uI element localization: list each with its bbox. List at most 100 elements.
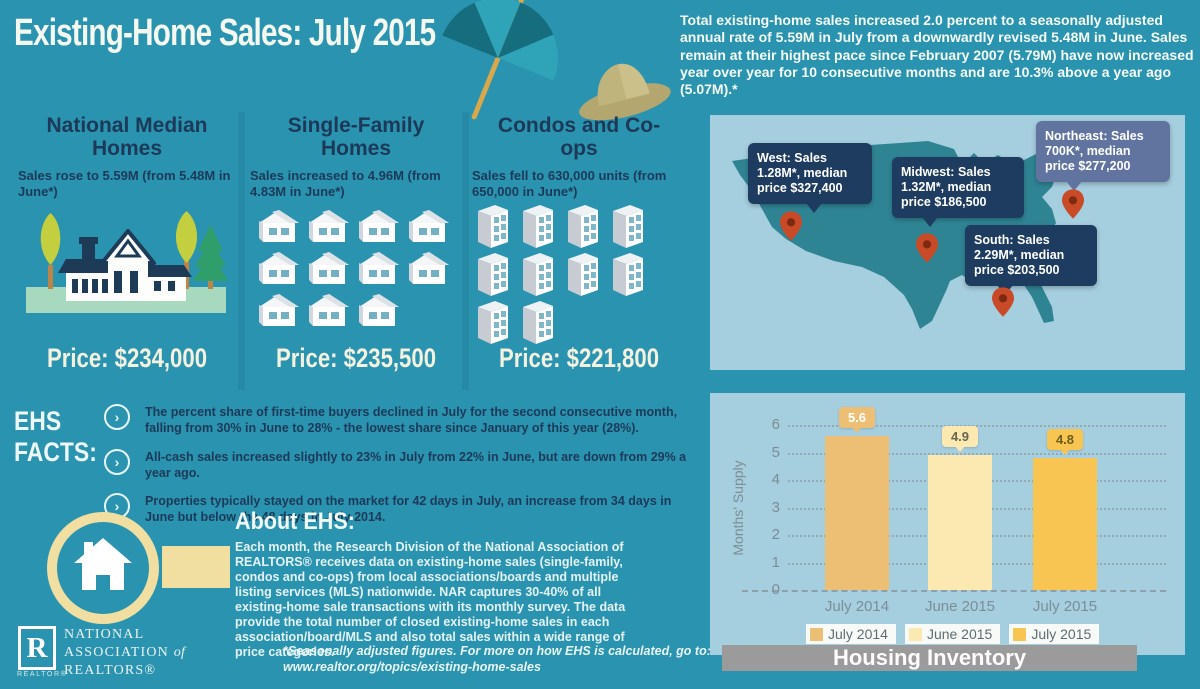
- column-subtext: Sales increased to 4.96M (from 4.83M in …: [250, 168, 441, 199]
- house-icon: [259, 294, 299, 326]
- page-title: Existing-Home Sales: July 2015: [14, 12, 436, 54]
- logo-ring: [47, 512, 159, 624]
- x-tick-label: July 2015: [1032, 598, 1098, 615]
- column-subtext: Sales fell to 630,000 units (from 650,00…: [472, 168, 667, 199]
- house-icon: [309, 210, 349, 242]
- house-scene-illustration: [24, 197, 228, 320]
- legend-item: July 2014: [806, 624, 896, 644]
- y-tick-label: 1: [771, 553, 780, 571]
- bar-july-2015: [1033, 458, 1097, 590]
- x-tick-label: June 2015: [924, 598, 996, 615]
- intro-text: Total existing-home sales increased 2.0 …: [680, 12, 1194, 98]
- fact-item: › Properties typically stayed on the mar…: [104, 493, 694, 526]
- chevron-circle-icon: ›: [104, 404, 130, 430]
- house-icon: [309, 294, 349, 326]
- callout-tail: [1066, 181, 1082, 191]
- chart-title: Housing Inventory: [722, 645, 1137, 671]
- condo-tower-icon: [568, 253, 598, 296]
- legend-item: June 2015: [904, 624, 1001, 644]
- legend-label: June 2015: [926, 626, 993, 642]
- about-heading: About EHS:: [235, 508, 355, 535]
- house-icon: [409, 252, 449, 284]
- condo-tower-icon: [478, 301, 508, 344]
- callout-northeast-text: Northeast: Sales 700K*, median price $27…: [1045, 129, 1144, 173]
- footnote-url: www.realtor.org/topics/existing-home-sal…: [283, 660, 541, 675]
- footnote-text: *Seasonally adjusted figures. For more o…: [283, 644, 711, 658]
- fact-text: All-cash sales increased slightly to 23%…: [145, 450, 687, 481]
- condo-icons-grid: [474, 203, 645, 347]
- house-icon: [74, 538, 132, 590]
- icon-row: [474, 251, 645, 297]
- y-tick-label: 3: [771, 498, 780, 516]
- column-divider: [238, 112, 245, 390]
- callout-west: West: Sales 1.28M*, median price $327,40…: [748, 143, 872, 213]
- sun-hat-icon: [579, 63, 671, 121]
- nar-line2: ASSOCIATION: [64, 645, 169, 661]
- callout-midwest-text: Midwest: Sales 1.32M*, median price $186…: [901, 165, 992, 209]
- y-tick-label: 2: [771, 526, 780, 543]
- nar-wordmark: NATIONAL ASSOCIATION of REALTORS®: [64, 626, 185, 681]
- map-pin-northeast: [1062, 189, 1084, 219]
- condo-tower-icon: [523, 253, 553, 296]
- house-icon: [359, 252, 399, 284]
- y-axis-label: Months' Supply: [730, 460, 746, 556]
- column-single-family: Single-Family Homes Sales increased to 4…: [250, 114, 462, 390]
- footnote: *Seasonally adjusted figures. For more o…: [283, 643, 711, 676]
- nar-line3: REALTORS®: [64, 663, 157, 679]
- bar-value-label: 5.6: [839, 407, 875, 428]
- condo-tower-icon: [613, 205, 643, 248]
- map-pin-west: [780, 211, 802, 241]
- fact-item: › The percent share of first-time buyers…: [104, 404, 694, 437]
- nar-line1: NATIONAL: [64, 627, 145, 642]
- x-tick-label: July 2014: [824, 598, 890, 615]
- column-national-median: National Median Homes Sales rose to 5.59…: [18, 114, 236, 390]
- y-tick-label: 6: [771, 416, 780, 433]
- legend-swatch: [908, 627, 922, 641]
- regional-sales-map-panel: West: Sales 1.28M*, median price $327,40…: [710, 115, 1185, 370]
- fact-item: › All-cash sales increased slightly to 2…: [104, 449, 694, 482]
- legend-label: July 2015: [1031, 626, 1092, 642]
- bar-value-label: 4.9: [942, 426, 978, 448]
- house-icon: [309, 252, 349, 284]
- column-heading: National Median Homes: [46, 114, 208, 160]
- y-tick-label: 4: [771, 471, 780, 488]
- condo-tower-icon: [568, 205, 598, 248]
- bar-value-label: 4.8: [1047, 429, 1083, 450]
- gridline: [788, 452, 1166, 455]
- bar-june-2015: [928, 455, 992, 590]
- bar-july-2014: [825, 436, 889, 590]
- y-tick-label: 0: [771, 581, 780, 598]
- icon-row: [474, 203, 645, 249]
- column-divider: [462, 112, 469, 390]
- house-icon: [259, 210, 299, 242]
- nar-line2-of: of: [173, 645, 186, 661]
- house-icon: [409, 210, 449, 242]
- chevron-circle-icon: ›: [104, 449, 130, 475]
- chart-legend: July 2014 June 2015 July 2015: [806, 624, 1100, 644]
- condo-tower-icon: [613, 253, 643, 296]
- price-condos: Price: $221,800: [498, 343, 660, 373]
- legend-swatch: [810, 627, 823, 641]
- legend-swatch: [1013, 627, 1027, 641]
- condo-tower-icon: [523, 301, 553, 344]
- condo-tower-icon: [478, 205, 508, 248]
- fact-text: Properties typically stayed on the marke…: [145, 494, 672, 525]
- callout-tail: [922, 217, 938, 227]
- icon-row: [258, 209, 450, 244]
- column-heading: Condos and Co-ops: [497, 114, 661, 160]
- callout-west-text: West: Sales 1.28M*, median price $327,40…: [757, 151, 848, 195]
- column-condos: Condos and Co-ops Sales fell to 630,000 …: [472, 114, 686, 390]
- callout-northeast: Northeast: Sales 700K*, median price $27…: [1036, 121, 1170, 191]
- ehs-facts-label: EHS FACTS:: [14, 406, 97, 468]
- chart-panel: Months' Supply 5.6 4.9 4.8 July 2014 June 2…: [710, 393, 1185, 671]
- house-icon: [359, 294, 399, 326]
- condo-tower-icon: [523, 205, 553, 248]
- fact-text: The percent share of first-time buyers d…: [145, 405, 678, 436]
- house-icon: [259, 252, 299, 284]
- price-single-family: Price: $235,500: [275, 343, 437, 373]
- realtor-caption: REALTOR®: [17, 671, 68, 678]
- condo-tower-icon: [478, 253, 508, 296]
- column-subtext: Sales rose to 5.59M (from 5.48M in June*…: [18, 168, 231, 199]
- logo-handle-shape: [162, 546, 230, 588]
- legend-item: July 2015: [1009, 624, 1100, 644]
